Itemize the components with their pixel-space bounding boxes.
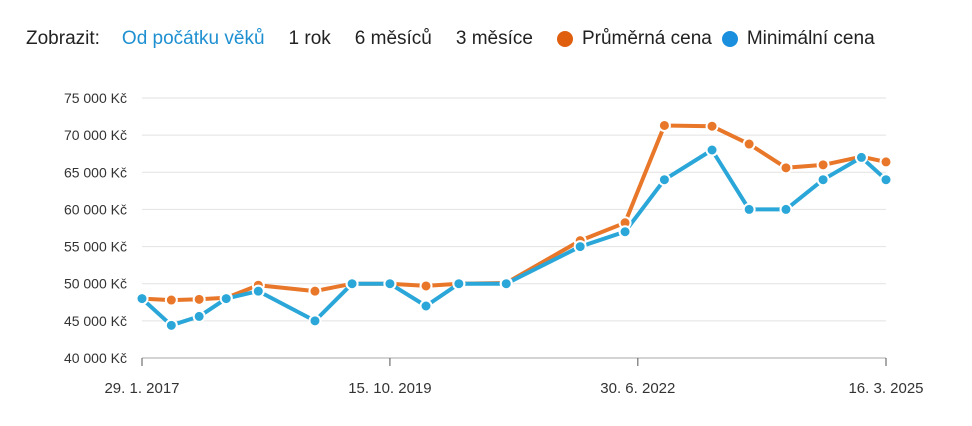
chart-toolbar: Zobrazit: Od počátku věků 1 rok 6 měsíců… [26, 24, 885, 54]
y-tick-label: 70 000 Kč [64, 127, 127, 143]
x-tick-label: 30. 6. 2022 [600, 380, 675, 397]
y-tick-label: 60 000 Kč [64, 201, 127, 217]
data-point-minimum[interactable] [816, 173, 830, 187]
data-point-minimum[interactable] [345, 277, 359, 291]
data-point-minimum[interactable] [499, 277, 513, 291]
x-tick-label: 15. 10. 2019 [348, 380, 431, 397]
data-point-minimum[interactable] [383, 277, 397, 291]
data-point-minimum[interactable] [192, 309, 206, 323]
legend-item-minimum-price[interactable]: Minimální cena [721, 28, 875, 50]
legend-label-average: Průměrná cena [581, 28, 712, 49]
y-tick-label: 40 000 Kč [64, 350, 127, 366]
data-point-minimum[interactable] [219, 292, 233, 306]
data-point-minimum[interactable] [164, 318, 178, 332]
data-point-average[interactable] [742, 137, 756, 151]
data-point-minimum[interactable] [854, 150, 868, 164]
data-point-average[interactable] [419, 279, 433, 293]
range-option-6-months[interactable]: 6 měsíců [354, 28, 432, 49]
legend-dot-average-icon [556, 31, 573, 47]
data-point-average[interactable] [164, 293, 178, 307]
data-point-minimum[interactable] [742, 202, 756, 216]
y-tick-label: 75 000 Kč [64, 90, 127, 106]
range-option-1-year[interactable]: 1 rok [288, 28, 331, 49]
y-tick-label: 65 000 Kč [64, 164, 127, 180]
data-point-average[interactable] [705, 119, 719, 133]
axis-layer: 40 000 Kč 45 000 Kč 50 000 Kč 55 000 Kč 60 0… [64, 90, 924, 397]
data-point-average[interactable] [657, 118, 671, 132]
data-point-minimum[interactable] [452, 277, 466, 291]
legend-item-average-price[interactable]: Průměrná cena [556, 28, 712, 50]
y-tick-label: 55 000 Kč [64, 239, 127, 255]
grid-layer [142, 97, 886, 322]
data-point-average[interactable] [879, 155, 893, 169]
x-tick-label: 29. 1. 2017 [104, 380, 179, 397]
range-option-3-months[interactable]: 3 měsíce [455, 28, 533, 49]
data-point-average[interactable] [816, 158, 830, 172]
data-point-minimum[interactable] [135, 292, 149, 306]
y-tick-label: 50 000 Kč [64, 276, 127, 292]
series-line-minimum [140, 148, 888, 328]
data-point-minimum[interactable] [251, 284, 265, 298]
legend-dot-minimum-icon [721, 31, 738, 47]
data-point-average[interactable] [779, 161, 793, 175]
range-option-all-time[interactable]: Od počátku věků [121, 28, 265, 49]
data-point-minimum[interactable] [419, 299, 433, 313]
data-point-minimum[interactable] [618, 225, 632, 239]
data-point-minimum[interactable] [879, 173, 893, 187]
legend-label-minimum: Minimální cena [746, 28, 875, 49]
data-point-average[interactable] [192, 292, 206, 306]
data-point-minimum[interactable] [779, 202, 793, 216]
data-point-minimum[interactable] [705, 143, 719, 157]
x-tick-label: 16. 3. 2025 [848, 380, 923, 397]
data-point-minimum[interactable] [308, 314, 322, 328]
range-label: Zobrazit: [26, 28, 100, 49]
data-point-minimum[interactable] [573, 240, 587, 254]
series-line-average [140, 123, 888, 303]
series-layer [135, 118, 893, 332]
y-tick-label: 45 000 Kč [64, 313, 127, 329]
data-point-average[interactable] [308, 284, 322, 298]
data-point-minimum[interactable] [657, 173, 671, 187]
